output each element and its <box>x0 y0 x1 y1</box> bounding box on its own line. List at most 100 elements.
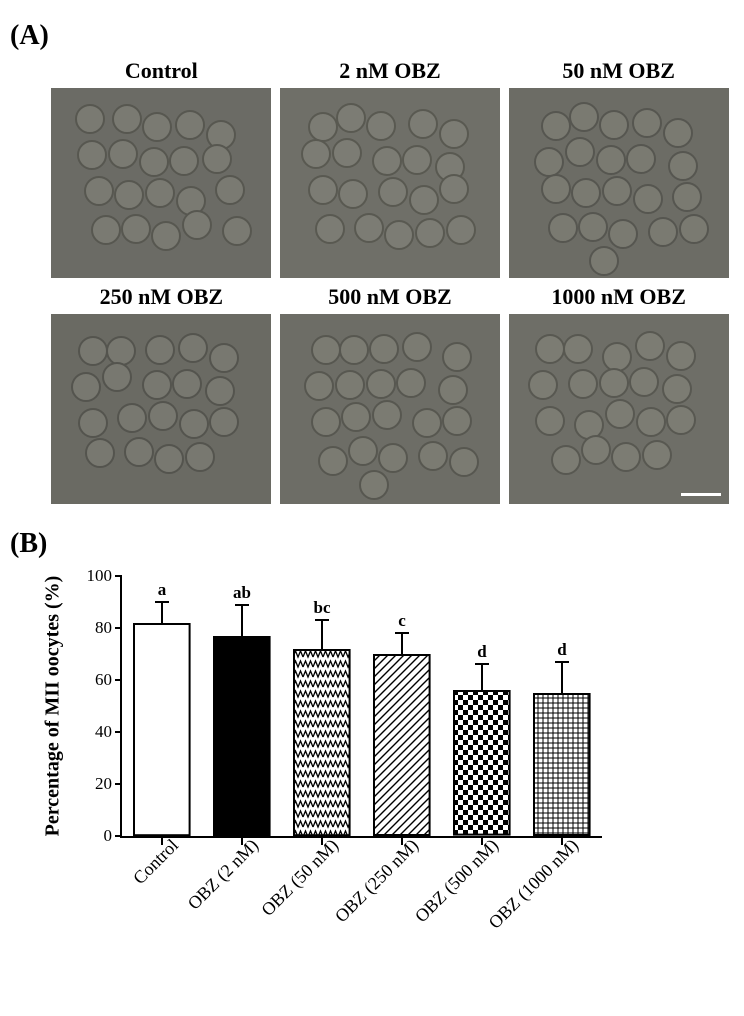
oocyte <box>142 112 172 142</box>
oocyte <box>209 343 239 373</box>
oocyte <box>311 407 341 437</box>
oocyte <box>396 368 426 398</box>
oocyte <box>402 145 432 175</box>
oocyte <box>548 213 578 243</box>
panel-b-label: (B) <box>10 528 734 560</box>
oocyte <box>108 139 138 169</box>
oocyte <box>541 174 571 204</box>
oocyte <box>408 109 438 139</box>
oocyte <box>318 446 348 476</box>
oocyte <box>332 138 362 168</box>
oocyte <box>568 369 598 399</box>
oocyte <box>175 110 205 140</box>
oocyte <box>438 375 468 405</box>
oocyte <box>446 215 476 245</box>
oocyte <box>366 369 396 399</box>
oocyte <box>563 334 593 364</box>
oocyte <box>117 403 147 433</box>
oocyte <box>202 144 232 174</box>
oocyte <box>91 215 121 245</box>
y-tick <box>115 835 122 837</box>
y-tick-label: 0 <box>77 826 112 846</box>
bar <box>213 636 271 836</box>
oocyte <box>142 370 172 400</box>
oocyte <box>608 219 638 249</box>
oocyte <box>304 371 334 401</box>
error-bar <box>561 662 563 693</box>
bar <box>293 649 351 836</box>
oocyte <box>632 108 662 138</box>
oocyte <box>121 214 151 244</box>
oocyte <box>599 110 629 140</box>
oocyte <box>369 334 399 364</box>
x-tick-label: OBZ (50 nM) <box>257 835 343 921</box>
oocyte <box>336 103 366 133</box>
oocyte <box>308 175 338 205</box>
oocyte <box>185 442 215 472</box>
bar <box>453 690 511 836</box>
oocyte <box>648 217 678 247</box>
bar-chart: Percentage of MII oocytes (%) 0204060801… <box>45 566 665 996</box>
oocyte <box>85 438 115 468</box>
oocyte <box>534 147 564 177</box>
oocyte <box>415 218 445 248</box>
error-cap <box>395 632 409 634</box>
oocyte <box>569 102 599 132</box>
panel-a: (A) Control2 nM OBZ50 nM OBZ250 nM OBZ50… <box>10 20 734 504</box>
oocyte <box>535 406 565 436</box>
y-tick <box>115 575 122 577</box>
micrograph-cell: 500 nM OBZ <box>279 284 502 504</box>
oocyte <box>301 139 331 169</box>
oocyte <box>154 444 184 474</box>
oocyte <box>71 372 101 402</box>
oocyte <box>635 331 665 361</box>
oocyte <box>112 104 142 134</box>
error-bar <box>241 605 243 636</box>
oocyte <box>378 443 408 473</box>
oocyte <box>642 440 672 470</box>
oocyte <box>172 369 202 399</box>
oocyte <box>354 213 384 243</box>
oocyte <box>528 370 558 400</box>
x-tick-label: OBZ (2 nM) <box>184 835 263 914</box>
oocyte <box>315 214 345 244</box>
oocyte <box>442 406 472 436</box>
oocyte <box>179 409 209 439</box>
oocyte <box>578 212 608 242</box>
error-bar <box>401 633 403 654</box>
oocyte <box>662 374 692 404</box>
error-cap <box>555 661 569 663</box>
oocyte <box>182 210 212 240</box>
oocyte <box>551 445 581 475</box>
oocyte <box>84 176 114 206</box>
micrograph-cell: 2 nM OBZ <box>279 58 502 278</box>
oocyte <box>372 146 402 176</box>
oocyte <box>672 182 702 212</box>
oocyte <box>679 214 709 244</box>
bar <box>373 654 431 836</box>
micrograph-image <box>51 314 271 504</box>
y-tick <box>115 679 122 681</box>
micrograph-image <box>509 314 729 504</box>
oocyte <box>663 118 693 148</box>
oocyte <box>668 151 698 181</box>
y-tick-label: 40 <box>77 722 112 742</box>
oocyte <box>145 335 175 365</box>
y-tick <box>115 783 122 785</box>
oocyte <box>114 180 144 210</box>
oocyte <box>439 174 469 204</box>
significance-letter: c <box>398 611 406 631</box>
oocyte <box>581 435 611 465</box>
oocyte <box>565 137 595 167</box>
oocyte <box>75 104 105 134</box>
oocyte <box>178 333 208 363</box>
oocyte <box>77 140 107 170</box>
oocyte <box>611 442 641 472</box>
oocyte <box>636 407 666 437</box>
oocyte <box>78 336 108 366</box>
oocyte <box>124 437 154 467</box>
micrograph-title: 1000 nM OBZ <box>551 284 685 310</box>
micrograph-cell: Control <box>50 58 273 278</box>
oocyte <box>169 146 199 176</box>
oocyte <box>215 175 245 205</box>
